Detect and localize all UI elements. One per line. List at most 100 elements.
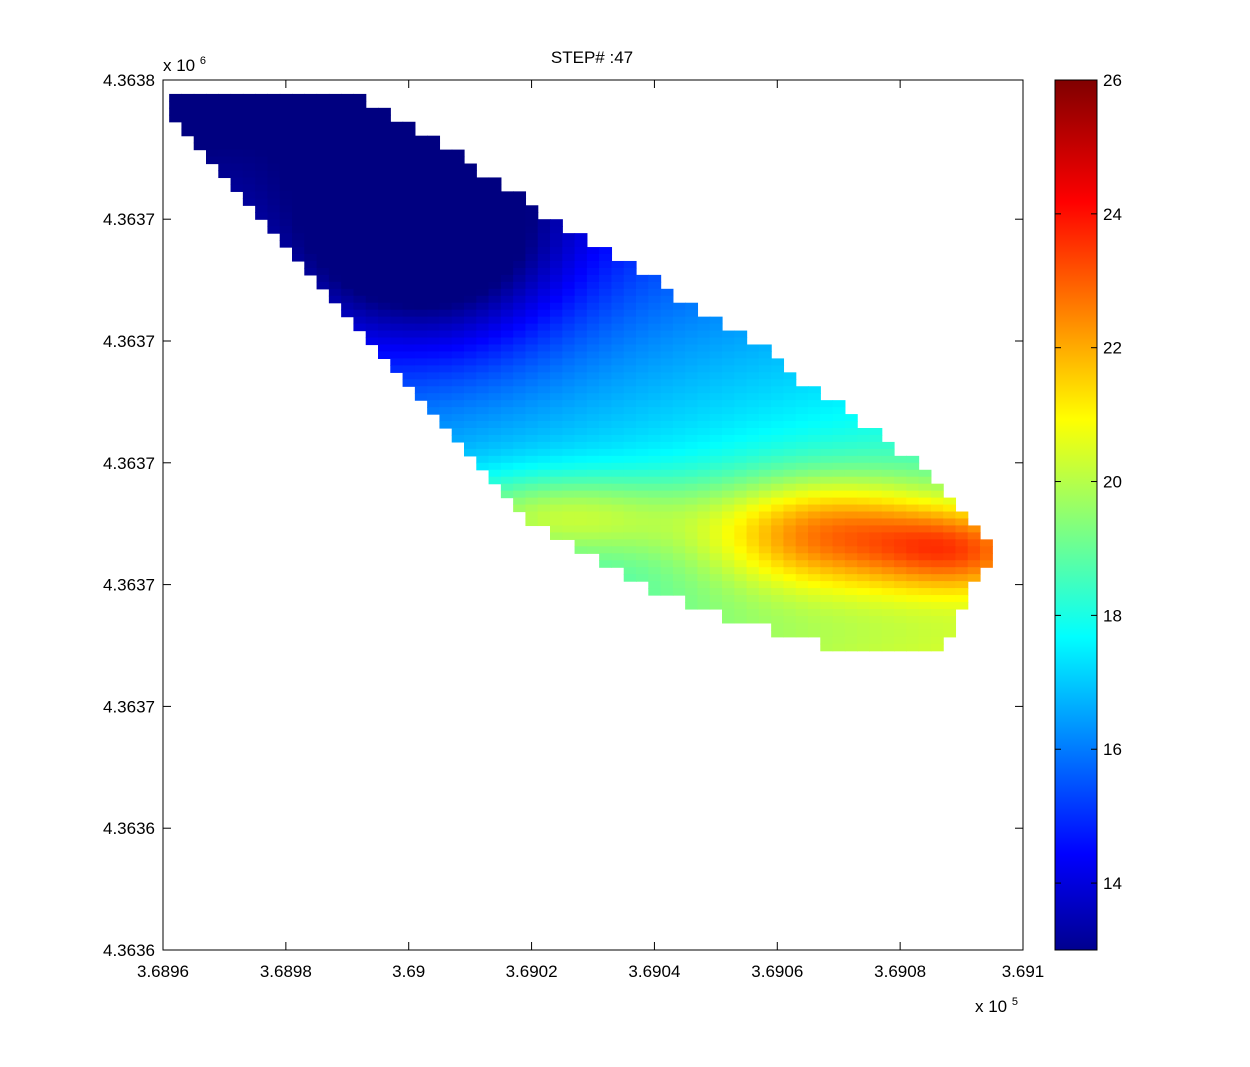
heatmap-cell [648, 518, 662, 527]
heatmap-cell [292, 177, 305, 185]
heatmap-cell [586, 469, 600, 478]
heatmap-cell [500, 448, 514, 457]
heatmap-cell [550, 525, 563, 533]
heatmap-cell [476, 247, 490, 255]
heatmap-cell [844, 490, 858, 499]
heatmap-cell [894, 532, 907, 540]
heatmap-cell [930, 504, 944, 513]
heatmap-cell [611, 428, 625, 436]
heatmap-cell [537, 490, 551, 499]
heatmap-cell [328, 212, 342, 220]
heatmap-cell [869, 546, 883, 554]
heatmap-cell [660, 351, 674, 359]
heatmap-cell [390, 205, 404, 213]
heatmap-cell [267, 163, 281, 172]
heatmap-cell [623, 560, 637, 568]
heatmap-cell [709, 574, 723, 582]
heatmap-cell [648, 581, 662, 589]
heatmap-cell [820, 525, 834, 533]
heatmap-cell [341, 121, 355, 130]
heatmap-cell [341, 149, 355, 158]
heatmap-cell [636, 330, 649, 339]
heatmap-cell [943, 511, 957, 520]
heatmap-cell [918, 560, 932, 568]
heatmap-cell [709, 602, 723, 610]
heatmap-cell [574, 393, 588, 401]
heatmap-cell [722, 365, 735, 373]
heatmap-cell [451, 170, 465, 179]
heatmap-cell [611, 400, 625, 408]
heatmap-cell [402, 226, 416, 234]
heatmap-cell [378, 309, 391, 318]
heatmap-cell [341, 274, 355, 283]
heatmap-cell [869, 643, 883, 652]
heatmap-cell [722, 372, 735, 380]
heatmap-cell [402, 379, 416, 387]
heatmap-cell [881, 532, 895, 540]
heatmap-cell [513, 198, 527, 206]
heatmap-cell [636, 525, 649, 533]
heatmap-cell [660, 428, 674, 436]
heatmap-cell [451, 393, 465, 401]
heatmap-cell [955, 532, 969, 540]
heatmap-cell [709, 532, 723, 540]
heatmap-cell [427, 184, 441, 192]
heatmap-cell [918, 622, 932, 631]
heatmap-cell [672, 441, 686, 450]
heatmap-cell [451, 260, 465, 269]
heatmap-cell [599, 421, 613, 429]
heatmap-cell [562, 372, 576, 380]
heatmap-cell [808, 608, 821, 617]
heatmap-cell [611, 267, 625, 276]
heatmap-cell [672, 365, 686, 373]
heatmap-cell [316, 247, 330, 255]
heatmap-cell [844, 636, 858, 645]
heatmap-cell [353, 184, 367, 192]
heatmap-cell [525, 254, 539, 262]
heatmap-cell [365, 163, 379, 172]
heatmap-cell [390, 302, 404, 311]
heatmap-cell [746, 588, 760, 596]
heatmap-cell [660, 386, 674, 394]
heatmap-cell [722, 421, 735, 429]
heatmap-cell [771, 386, 785, 394]
heatmap-cell [672, 386, 686, 394]
heatmap-cell [365, 302, 379, 311]
heatmap-cell [279, 198, 293, 206]
heatmap-cell [648, 434, 662, 443]
heatmap-cell [513, 504, 527, 513]
heatmap-cell [906, 525, 920, 533]
heatmap-cell [242, 149, 256, 158]
heatmap-cell [488, 281, 502, 290]
heatmap-cell [427, 274, 441, 283]
heatmap-cell [513, 469, 527, 478]
heatmap-cell [292, 142, 305, 151]
heatmap-cell [599, 469, 613, 478]
heatmap-cell [918, 553, 932, 561]
heatmap-cell [218, 170, 232, 179]
heatmap-cell [795, 553, 809, 561]
heatmap-cell [636, 316, 649, 325]
heatmap-cell [808, 490, 821, 499]
heatmap-cell [906, 615, 920, 624]
heatmap-cell [304, 142, 318, 151]
heatmap-cell [390, 135, 404, 144]
heatmap-cell [844, 428, 858, 436]
heatmap-cell [451, 295, 465, 304]
heatmap-cell [685, 441, 699, 450]
heatmap-cell [255, 142, 269, 151]
heatmap-cell [734, 490, 748, 499]
heatmap-cell [709, 448, 723, 457]
heatmap-cell [390, 254, 404, 262]
heatmap-cell [328, 226, 342, 234]
heatmap-cell [390, 274, 404, 283]
heatmap-cell [292, 212, 305, 220]
heatmap-cell [918, 539, 932, 547]
heatmap-cell [218, 114, 232, 123]
heatmap-cell [586, 309, 600, 318]
heatmap-cell [574, 455, 588, 464]
heatmap-cell [328, 128, 342, 137]
heatmap-cell [378, 121, 391, 130]
heatmap-cell [636, 400, 649, 408]
